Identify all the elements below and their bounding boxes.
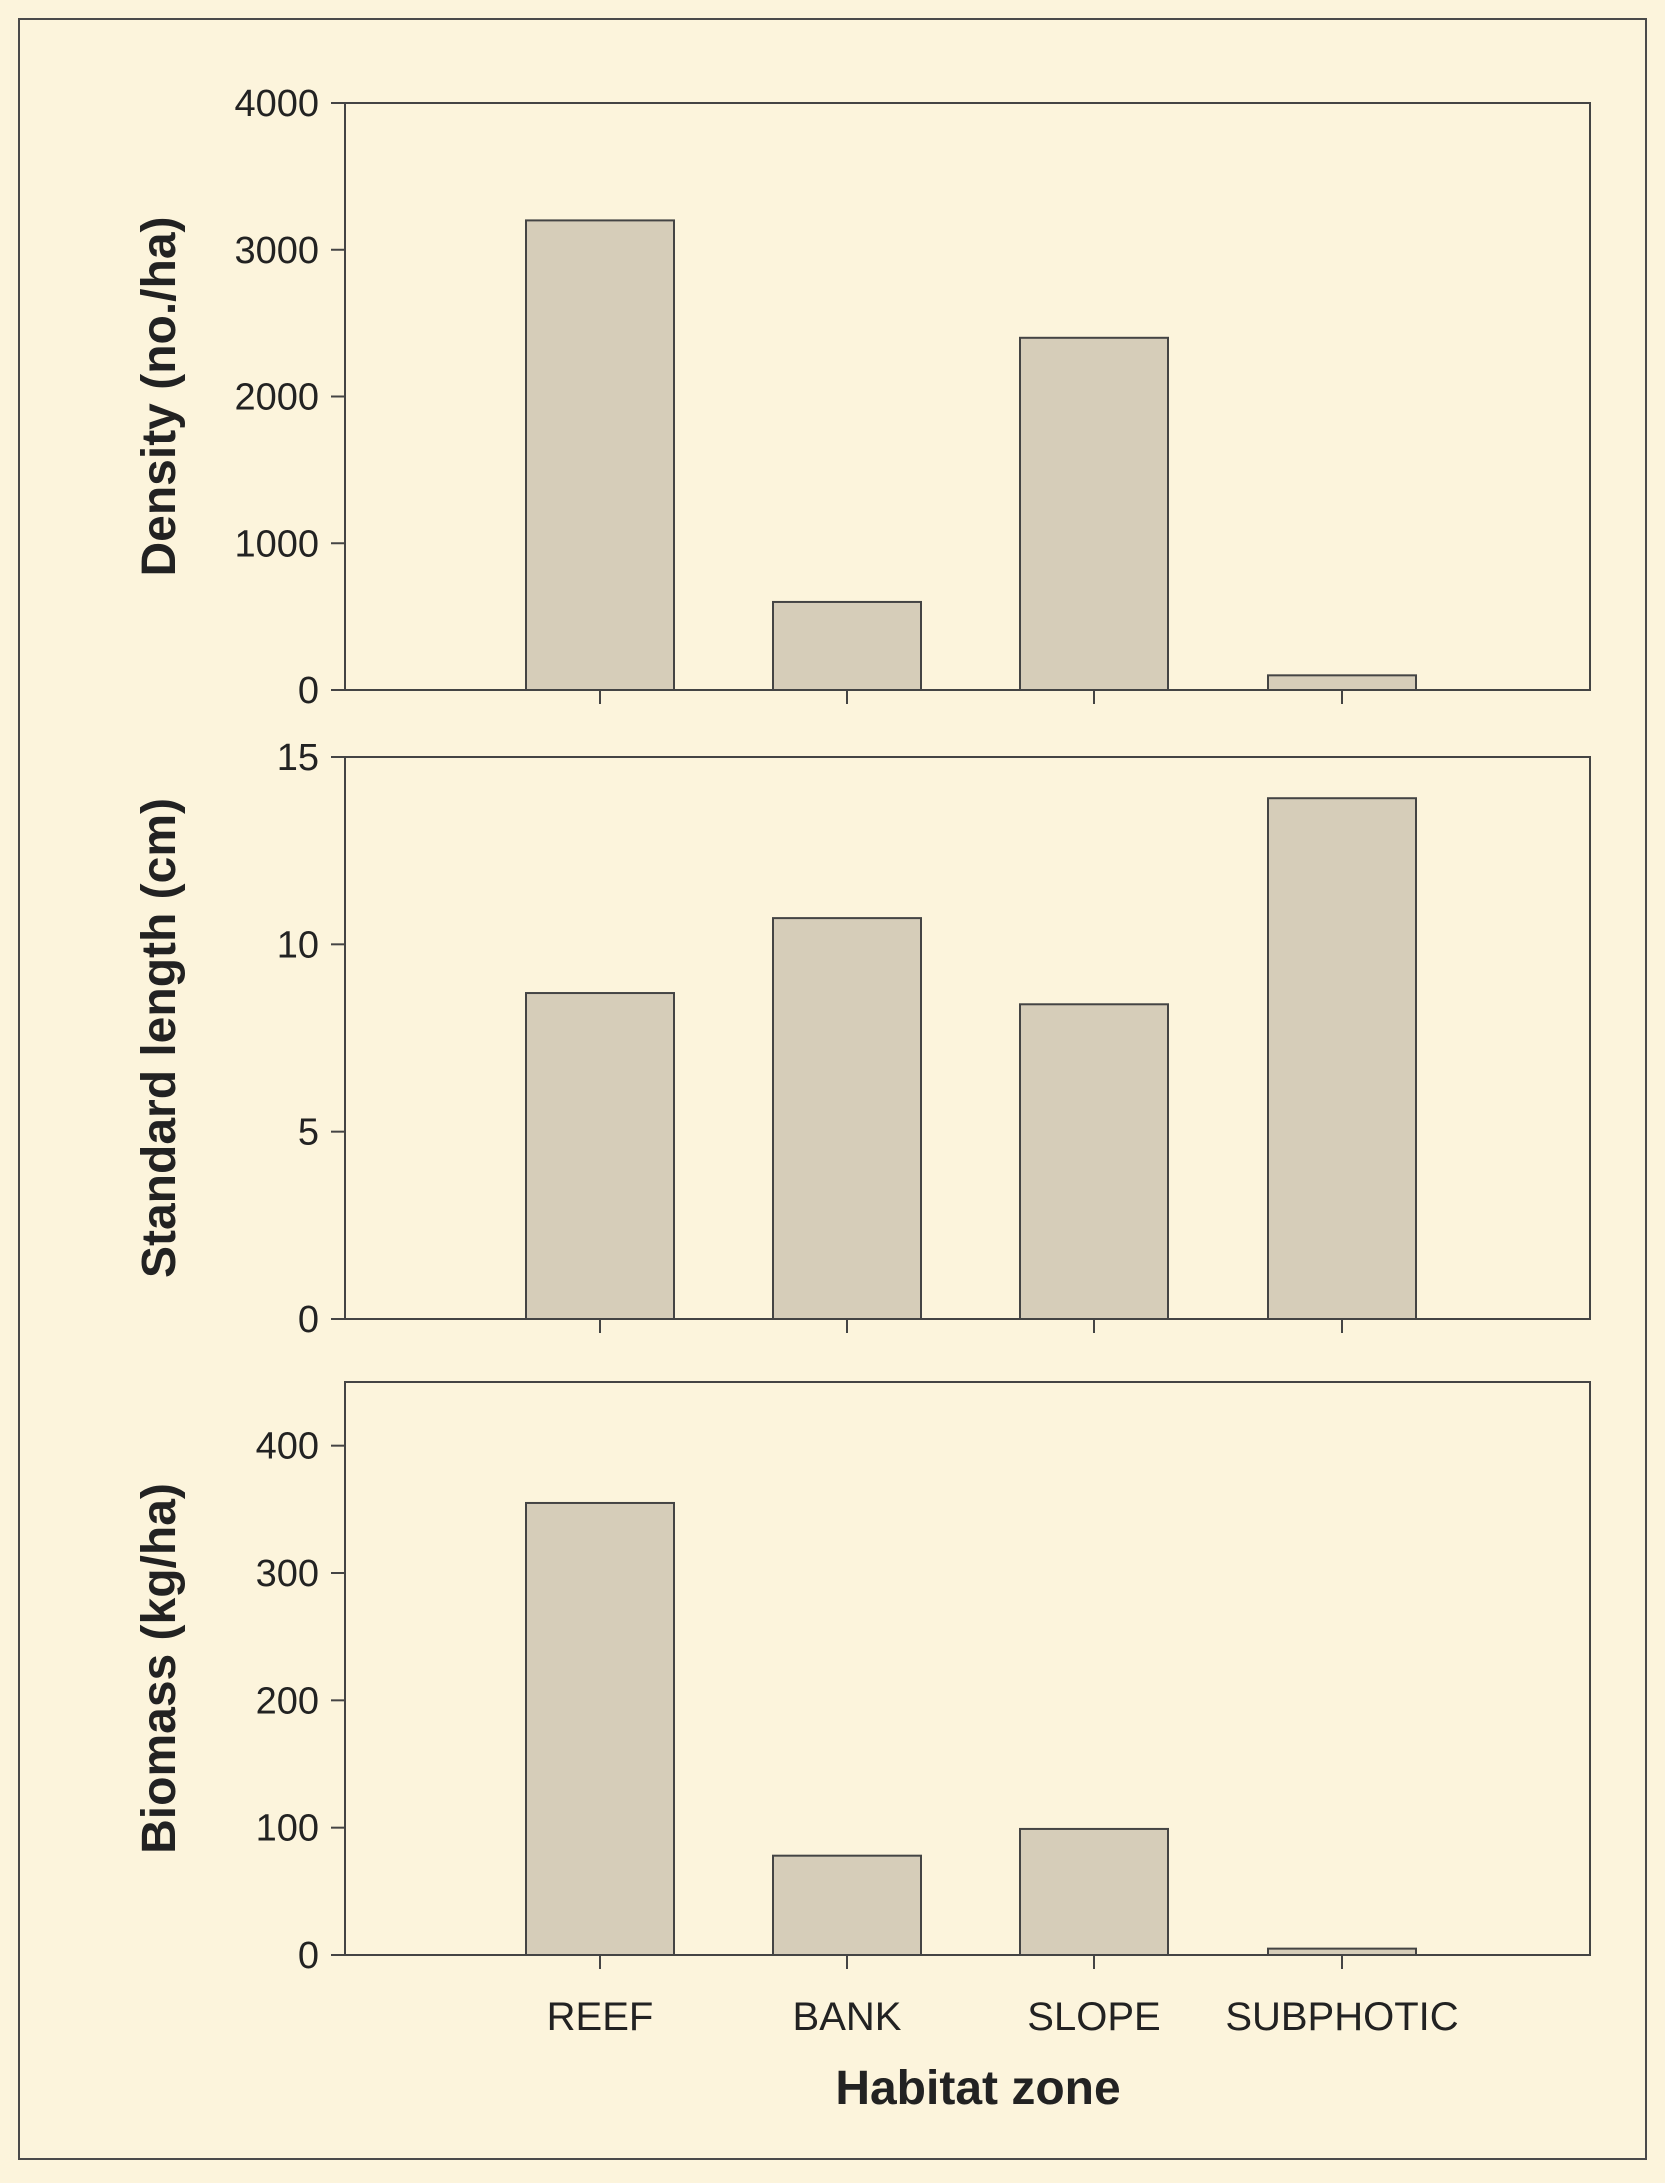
x-category-label-subphotic: SUBPHOTIC bbox=[1225, 1995, 1458, 2039]
y-tick-label: 4000 bbox=[234, 83, 319, 125]
bar-slope bbox=[1019, 336, 1169, 691]
y-tick-label: 3000 bbox=[234, 230, 319, 272]
chart-panel-3: 0 100 200 300 400 Biomass (kg/ha) bbox=[133, 1381, 1591, 1977]
y-tick-label: 200 bbox=[256, 1680, 319, 1722]
chart-panel-1: 0 1000 2000 3000 4000 Density (no./ha) bbox=[133, 83, 1591, 712]
x-category-label-slope: SLOPE bbox=[1027, 1995, 1160, 2039]
y-axis-title: Biomass (kg/ha) bbox=[133, 1483, 186, 1854]
plot-area-border bbox=[344, 1381, 1591, 1956]
y-axis-title: Density (no./ha) bbox=[133, 216, 186, 576]
y-tick-label: 300 bbox=[256, 1553, 319, 1595]
y-tick-label: 15 bbox=[277, 737, 319, 779]
y-tick-label: 2000 bbox=[234, 377, 319, 419]
bar-slope bbox=[1019, 1003, 1169, 1321]
plot-area-border bbox=[344, 756, 1591, 1320]
bar-subphotic bbox=[1267, 797, 1417, 1320]
chart-panel-2: 0 5 10 15 Standard length (cm) bbox=[133, 737, 1591, 1341]
bar-bank bbox=[772, 917, 922, 1321]
y-tick-label: 10 bbox=[277, 924, 319, 966]
y-tick-label: 1000 bbox=[234, 523, 319, 565]
y-tick-label: 0 bbox=[298, 670, 319, 712]
bar-reef bbox=[525, 219, 675, 691]
x-category-label-bank: BANK bbox=[793, 1995, 902, 2039]
x-category-label-reef: REEF bbox=[547, 1995, 654, 2039]
figure-border bbox=[18, 18, 1647, 2160]
y-tick-label: 0 bbox=[298, 1299, 319, 1341]
bar-slope bbox=[1019, 1827, 1169, 1956]
x-axis-title: Habitat zone bbox=[835, 2062, 1120, 2115]
y-axis-title: Standard length (cm) bbox=[133, 798, 186, 1278]
bar-bank bbox=[772, 600, 922, 692]
category-labels: REEF BANK SLOPE SUBPHOTIC bbox=[547, 1995, 1459, 2039]
y-tick-label: 400 bbox=[256, 1426, 319, 1468]
y-tick-label: 0 bbox=[298, 1935, 319, 1977]
y-tick-label: 100 bbox=[256, 1808, 319, 1850]
y-tick-label: 5 bbox=[298, 1112, 319, 1154]
bar-reef bbox=[525, 992, 675, 1320]
